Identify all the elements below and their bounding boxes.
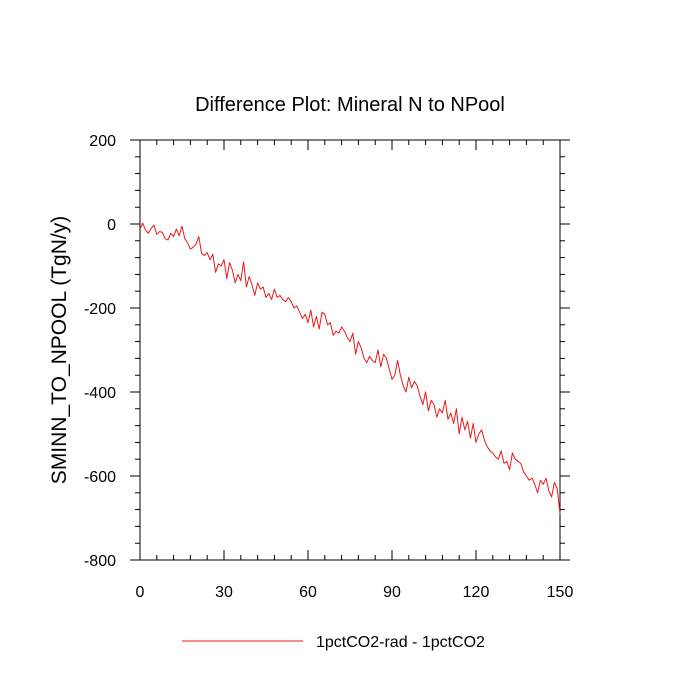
legend: 1pctCO2-rad - 1pctCO2 [182,634,485,651]
x-tick-label: 90 [383,584,401,601]
series-group [139,222,561,514]
y-tick-label: -800 [84,553,116,570]
axis-tick-labels: 0 30 60 90 120 150 200 0 -200 -400 -600 -800 [84,133,573,601]
x-tick-label: 150 [547,584,574,601]
y-tick-label: 0 [107,217,116,234]
series-line-0 [139,222,561,514]
axis-ticks [130,139,570,561]
y-tick-label: -400 [84,385,116,402]
x-tick-label: 0 [136,584,145,601]
y-tick-label: 200 [89,133,116,150]
plot-frame [139,139,561,561]
legend-label: 1pctCO2-rad - 1pctCO2 [316,634,485,651]
y-tick-label: -600 [84,469,116,486]
chart-title: Difference Plot: Mineral N to NPool [195,94,505,116]
x-tick-label: 120 [463,584,490,601]
x-tick-label: 60 [299,584,317,601]
y-axis-label: SMINN_TO_NPOOL (TgN/y) [48,216,71,484]
x-tick-label: 30 [215,584,233,601]
y-tick-label: -200 [84,301,116,318]
